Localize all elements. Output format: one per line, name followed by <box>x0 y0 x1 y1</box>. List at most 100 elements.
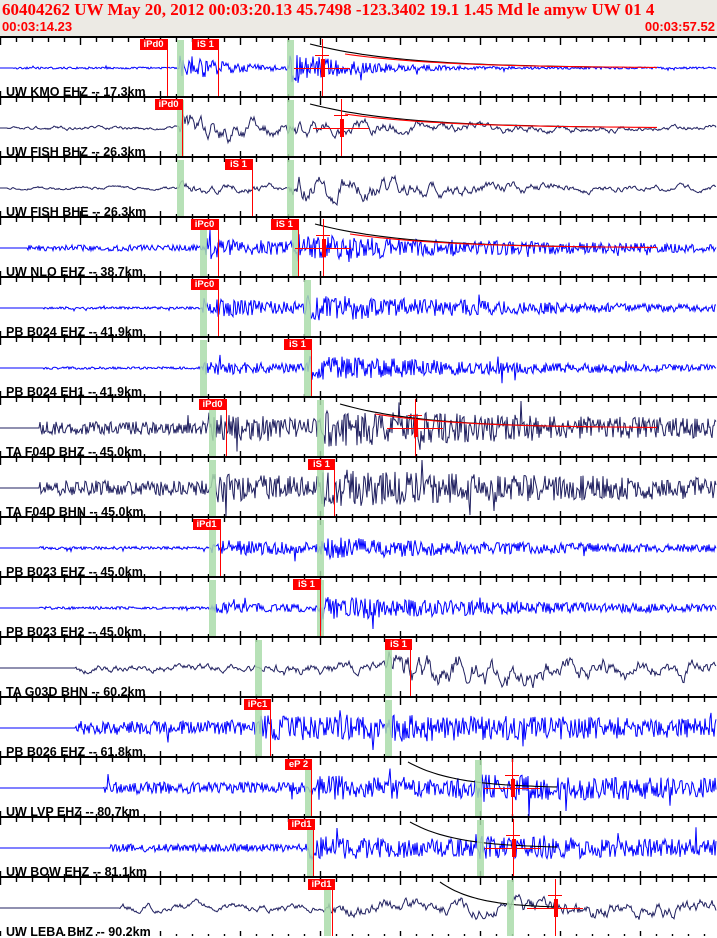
trace-panel[interactable]: iS 1 PB B023 EH2 -- 45,0km <box>0 576 717 636</box>
pick-marker-line[interactable] <box>226 399 227 456</box>
amplitude-peak-tick <box>316 235 330 236</box>
channel-label: TA G03D BHN -- 60,2km <box>6 685 146 696</box>
trace-panel[interactable]: iPc0 PB B024 EHZ -- 41,9km <box>0 276 717 336</box>
phase-pick-label[interactable]: iS 1 <box>192 39 219 50</box>
trace-panel[interactable]: iS 1 PB B024 EH1 -- 41,9km <box>0 336 717 396</box>
theoretical-arrival-window <box>324 880 331 936</box>
pick-marker-line[interactable] <box>410 639 411 696</box>
pick-marker-line[interactable] <box>311 339 312 396</box>
amplitude-baseline <box>484 788 540 789</box>
phase-pick-label[interactable]: iS 1 <box>271 219 298 230</box>
pick-marker-line[interactable] <box>311 759 312 816</box>
theoretical-arrival-window <box>475 760 482 816</box>
trace-panel[interactable]: iPd1 PB B023 EHZ -- 45,0km <box>0 516 717 576</box>
trace-panel[interactable]: iPd0 iS 1 UW KMO EHZ -- 17,3km <box>0 36 717 96</box>
amplitude-baseline <box>313 128 369 129</box>
waveform-trace <box>0 278 717 336</box>
trace-panel[interactable]: iPc0 iS 1 UW NLO EHZ -- 38,7km <box>0 216 717 276</box>
trace-panel[interactable]: iPd0 TA F04D BHZ -- 45,0km <box>0 396 717 456</box>
theoretical-arrival-window <box>209 400 216 456</box>
amplitude-peak-tick <box>408 415 422 416</box>
amplitude-baseline <box>294 68 350 69</box>
pick-marker-line[interactable] <box>218 219 219 276</box>
channel-label: UW BOW EHZ -- 81,1km <box>6 865 147 876</box>
amplitude-peak-tick <box>505 775 519 776</box>
phase-pick-label[interactable]: iPc1 <box>244 699 271 710</box>
channel-label: TA F04D BHN -- 45,0km <box>6 505 144 516</box>
theoretical-arrival-window <box>317 460 324 516</box>
theoretical-arrival-window <box>304 340 311 396</box>
theoretical-arrival-window <box>287 100 294 156</box>
pick-marker-line[interactable] <box>252 159 253 216</box>
trace-panel[interactable]: iPc1 PB B026 EHZ -- 61,8km <box>0 696 717 756</box>
pick-marker-line[interactable] <box>167 39 168 96</box>
theoretical-arrival-window <box>307 820 314 876</box>
pick-marker-line[interactable] <box>218 279 219 336</box>
theoretical-arrival-window <box>177 100 184 156</box>
channel-label: PB B024 EHZ -- 41,9km <box>6 325 143 336</box>
window-end-time: 00:03:57.52 <box>644 19 715 34</box>
phase-pick-label[interactable]: iPd0 <box>140 39 167 50</box>
trace-panel[interactable]: iS 1 TA G03D BHN -- 60,2km <box>0 636 717 696</box>
pick-marker-line[interactable] <box>313 819 314 876</box>
phase-pick-label[interactable]: iPd1 <box>308 879 335 890</box>
theoretical-arrival-window <box>304 280 311 336</box>
waveform-trace <box>0 398 717 456</box>
trace-panel[interactable]: iPd1 UW BOW EHZ -- 81,1km <box>0 816 717 876</box>
channel-label: UW LEBA BHZ -- 90,2km <box>6 925 151 936</box>
pick-marker-line[interactable] <box>220 519 221 576</box>
theoretical-arrival-window <box>287 40 294 96</box>
theoretical-arrival-window <box>177 40 184 96</box>
pick-marker-line[interactable] <box>320 579 321 636</box>
pick-marker-line[interactable] <box>218 39 219 96</box>
pick-marker-line[interactable] <box>332 879 333 936</box>
phase-pick-label[interactable]: iPd0 <box>199 399 226 410</box>
trace-panel[interactable]: iPd1 UW LEBA BHZ -- 90,2km <box>0 876 717 936</box>
trace-panel[interactable]: eP 2 UW LVP EHZ -- 80,7km <box>0 756 717 816</box>
phase-pick-label[interactable]: eP 2 <box>285 759 312 770</box>
theoretical-arrival-window <box>255 700 262 756</box>
channel-label: UW FISH BHE -- 26,3km <box>6 205 147 216</box>
waveform-trace <box>0 98 717 156</box>
pick-marker-line[interactable] <box>270 699 271 756</box>
amplitude-baseline <box>295 248 351 249</box>
theoretical-arrival-window <box>209 460 216 516</box>
phase-pick-label[interactable]: iS 1 <box>385 639 412 650</box>
amplitude-baseline <box>485 848 541 849</box>
trace-panel[interactable]: iS 1 TA F04D BHN -- 45,0km <box>0 456 717 516</box>
window-start-time: 00:03:14.23 <box>2 19 73 34</box>
amplitude-peak-tick <box>334 115 348 116</box>
channel-label: PB B023 EH2 -- 45,0km <box>6 625 143 636</box>
pick-marker-line[interactable] <box>334 459 335 516</box>
theoretical-arrival-window <box>317 520 324 576</box>
channel-label: PB B026 EHZ -- 61,8km <box>6 745 143 756</box>
theoretical-arrival-window <box>209 580 216 636</box>
trace-panel[interactable]: iPd0 UW FISH BHZ -- 26,3km <box>0 96 717 156</box>
phase-pick-label[interactable]: iPc0 <box>191 219 218 230</box>
amplitude-peak-tick <box>315 55 329 56</box>
theoretical-arrival-window <box>317 400 324 456</box>
phase-pick-label[interactable]: iPd0 <box>155 99 182 110</box>
channel-label: UW KMO EHZ -- 17,3km <box>6 85 146 96</box>
event-header: 60404262 UW May 20, 2012 00:03:20.13 45.… <box>0 0 717 36</box>
waveform-trace <box>0 878 717 936</box>
channel-label: UW NLO EHZ -- 38,7km <box>6 265 143 276</box>
pick-marker-line[interactable] <box>298 219 299 276</box>
channel-label: UW LVP EHZ -- 80,7km <box>6 805 140 816</box>
waveform-trace <box>0 338 717 396</box>
pick-marker-line[interactable] <box>182 99 183 156</box>
phase-pick-label[interactable]: iS 1 <box>225 159 252 170</box>
theoretical-arrival-window <box>385 640 392 696</box>
waveform-trace <box>0 578 717 636</box>
theoretical-arrival-window <box>177 160 184 216</box>
phase-pick-label[interactable]: iPd1 <box>193 519 220 530</box>
phase-pick-label[interactable]: iS 1 <box>293 579 320 590</box>
phase-pick-label[interactable]: iS 1 <box>284 339 311 350</box>
phase-pick-label[interactable]: iS 1 <box>308 459 335 470</box>
phase-pick-label[interactable]: iPc0 <box>191 279 218 290</box>
theoretical-arrival-window <box>255 640 262 696</box>
amplitude-peak-tick <box>506 835 520 836</box>
theoretical-arrival-window <box>209 520 216 576</box>
trace-panel[interactable]: iS 1 UW FISH BHE -- 26,3km <box>0 156 717 216</box>
phase-pick-label[interactable]: iPd1 <box>288 819 315 830</box>
